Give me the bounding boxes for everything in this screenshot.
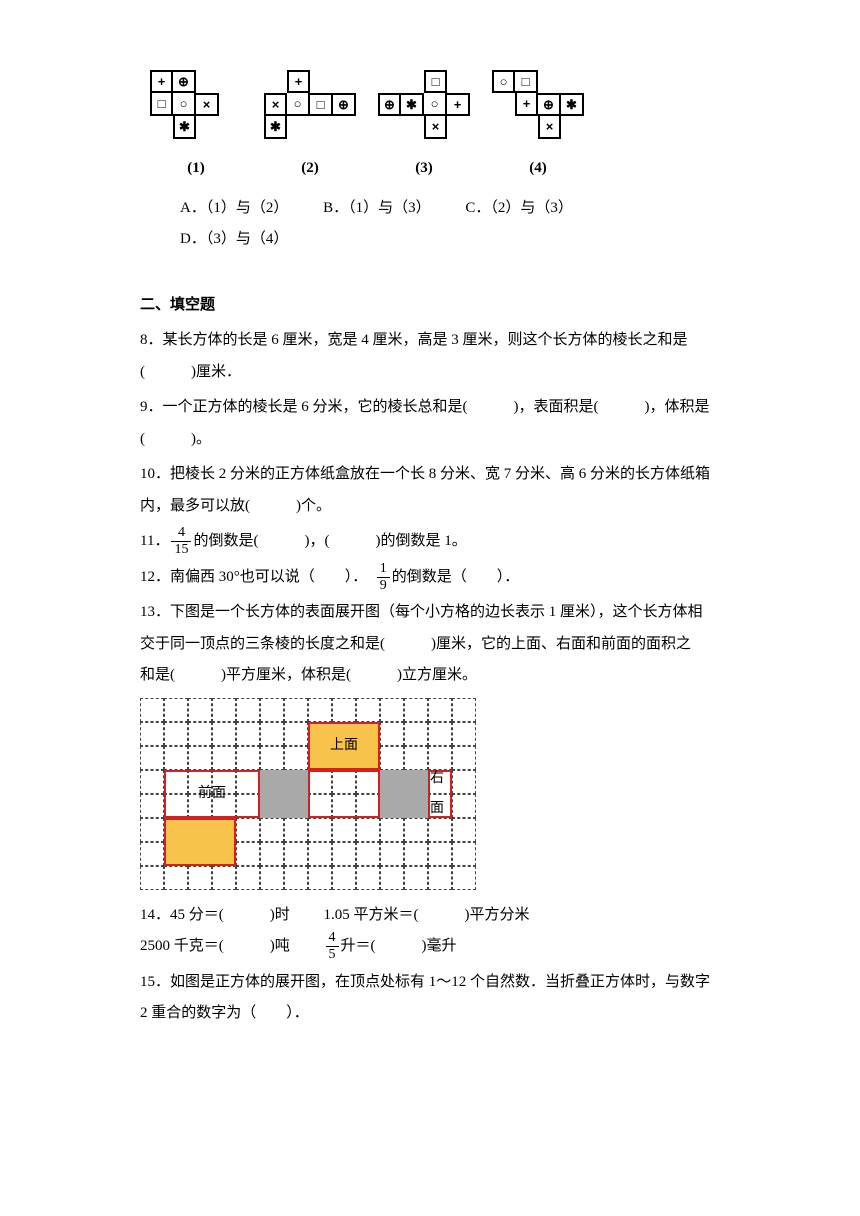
cuboid-face (260, 770, 308, 818)
net-cell: ○ (492, 70, 515, 93)
cuboid-face: 前面 (164, 770, 260, 818)
net-cell: ⊕ (333, 93, 356, 116)
cuboid-face (308, 770, 380, 818)
net-4: ○□+⊕✱× (4) (492, 70, 584, 185)
net-1: +⊕□○×✱ (1) (150, 70, 242, 185)
net-2: +×○□⊕✱ (2) (264, 70, 356, 185)
net-cell: ✱ (173, 116, 196, 139)
net-cell: ✱ (401, 93, 424, 116)
q15: 15．如图是正方体的展开图，在顶点处标有 1～12 个自然数．当折叠正方体时，与… (140, 967, 730, 1030)
net-cell: ⊕ (378, 93, 401, 116)
section-title: 二、填空题 (140, 290, 730, 322)
fraction-1-9: 19 (377, 562, 390, 593)
net-cell: ○ (287, 93, 310, 116)
net-cell: □ (150, 93, 173, 116)
net-2-label: (2) (264, 153, 356, 185)
net-3: □⊕✱○+× (3) (378, 70, 470, 185)
net-cell: ✱ (264, 116, 287, 139)
page: +⊕□○×✱ (1) +×○□⊕✱ (2) □⊕✱○+× (3) ○□+⊕✱× … (0, 0, 860, 1216)
net-cell: □ (310, 93, 333, 116)
q13: 13．下图是一个长方体的表面展开图（每个小方格的边长表示 1 厘米），这个长方体… (140, 597, 730, 692)
option-c: C．（2）与（3） (465, 200, 573, 216)
option-b: B．（1）与（3） (323, 200, 431, 216)
q7-options: A．（1）与（2） B．（1）与（3） C．（2）与（3） D．（3）与（4） (180, 193, 730, 256)
fraction-4-5: 45 (326, 931, 339, 962)
net-cell: × (196, 93, 219, 116)
cuboid-face (164, 818, 236, 866)
net-1-label: (1) (150, 153, 242, 185)
q11: 11．415的倒数是()，()的倒数是 1。 (140, 526, 730, 558)
cuboid-net-figure: 上面前面 右面 (140, 698, 730, 890)
q9: 9．一个正方体的棱长是 6 分米，它的棱长总和是()，表面积是()，体积是 ()… (140, 392, 730, 455)
net-4-label: (4) (492, 153, 584, 185)
net-cell: + (515, 93, 538, 116)
q12: 12．南偏西 30°也可以说（ ）． 19的倒数是（ ）． (140, 562, 730, 594)
net-cell: × (538, 116, 561, 139)
cuboid-face (380, 770, 428, 818)
net-cell: × (424, 116, 447, 139)
option-a: A．（1）与（2） (180, 200, 288, 216)
cuboid-face: 上面 (308, 722, 380, 770)
q14: 14．45 分＝()时 1.05 平方米＝()平方分米 2500 千克＝()吨 … (140, 900, 730, 963)
fraction-4-15: 415 (171, 526, 191, 557)
net-cell: ✱ (561, 93, 584, 116)
q10: 10．把棱长 2 分米的正方体纸盒放在一个长 8 分米、宽 7 分米、高 6 分… (140, 459, 730, 522)
net-cell: + (447, 93, 470, 116)
cuboid-face: 右面 (428, 770, 452, 818)
net-3-label: (3) (378, 153, 470, 185)
option-d: D．（3）与（4） (180, 231, 288, 247)
nets-figure-row: +⊕□○×✱ (1) +×○□⊕✱ (2) □⊕✱○+× (3) ○□+⊕✱× … (150, 70, 730, 185)
q8: 8．某长方体的长是 6 厘米，宽是 4 厘米，高是 3 厘米，则这个长方体的棱长… (140, 325, 730, 388)
